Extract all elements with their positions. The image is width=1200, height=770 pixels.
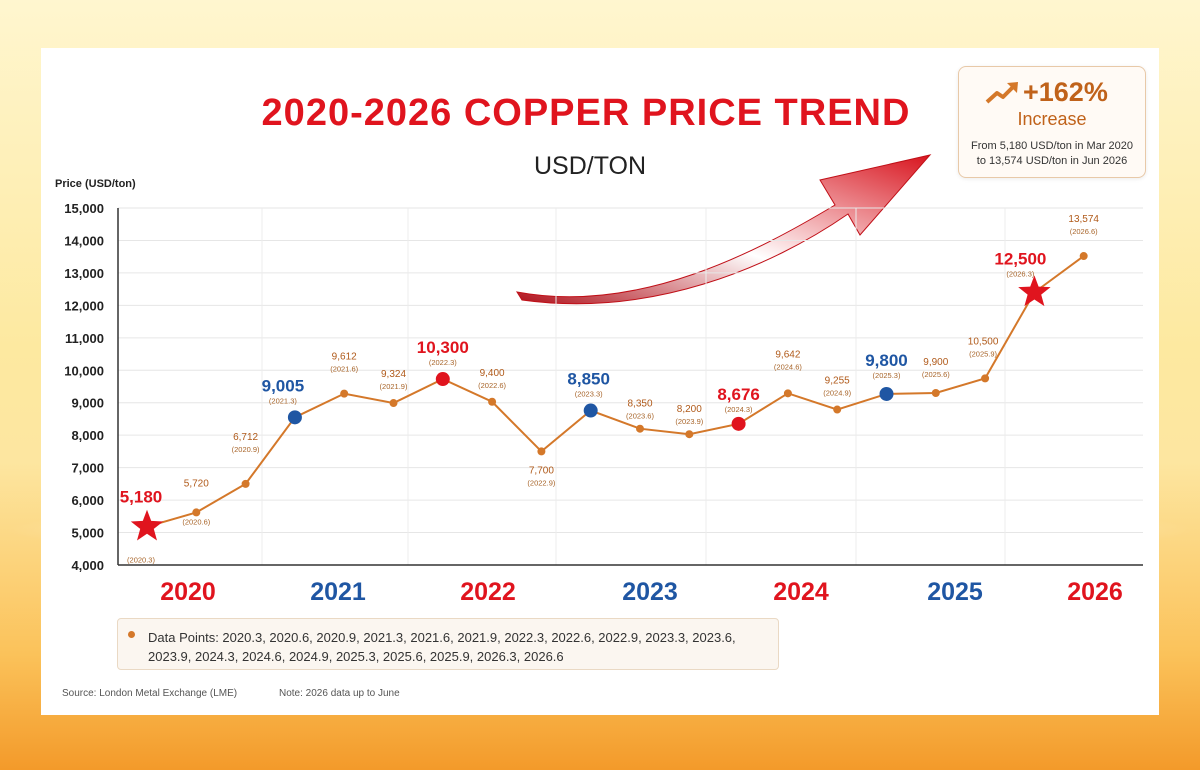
- data-value-label: 9,255: [825, 376, 850, 387]
- data-point: [636, 424, 644, 433]
- y-tick-label: 8,000: [71, 428, 104, 443]
- y-tick-label: 7,000: [71, 461, 104, 476]
- x-year-label: 2023: [622, 578, 678, 606]
- data-date-label: (2020.9): [232, 445, 260, 454]
- data-value-label: 8,200: [677, 404, 702, 415]
- data-point-highlight: [583, 403, 598, 418]
- increase-description: From 5,180 USD/ton in Mar 2020 to 13,574…: [959, 139, 1145, 169]
- page-title: 2020-2026 COPPER PRICE TREND: [261, 92, 911, 134]
- data-note: Note: 2026 data up to June: [279, 688, 400, 699]
- data-date-label: (2026.3): [1006, 269, 1034, 278]
- y-tick-label: 11,000: [65, 331, 104, 346]
- data-point: [931, 388, 940, 397]
- data-point-highlight: [435, 372, 450, 387]
- data-value-label: 8,850: [567, 370, 610, 389]
- data-value-label: 6,712: [233, 432, 258, 443]
- x-year-label: 2025: [927, 578, 983, 606]
- data-date-label: (2025.6): [922, 370, 950, 379]
- x-year-label: 2020: [160, 578, 216, 606]
- data-value-label: 9,642: [775, 349, 800, 360]
- y-axis-label: Price (USD/ton): [55, 178, 136, 190]
- data-value-label: 9,800: [865, 351, 908, 370]
- y-tick-label: 13,000: [64, 266, 104, 281]
- y-tick-label: 14,000: [64, 233, 104, 248]
- increase-percent: +162%: [1023, 77, 1108, 107]
- data-date-label: (2026.6): [1070, 227, 1098, 236]
- data-point-highlight: [287, 410, 302, 425]
- data-value-label: 10,300: [417, 338, 469, 357]
- data-point-highlight: [731, 416, 746, 431]
- data-point: [537, 447, 546, 456]
- data-date-label: (2025.3): [873, 371, 901, 380]
- x-year-label: 2022: [460, 578, 516, 606]
- data-point-star: [1018, 275, 1051, 307]
- data-value-label: 12,500: [994, 249, 1046, 268]
- data-value-label: 9,612: [332, 352, 357, 363]
- data-point: [192, 508, 201, 517]
- y-tick-label: 10,000: [64, 363, 104, 378]
- data-date-label: (2022.9): [527, 478, 555, 487]
- series-line: [146, 255, 1085, 528]
- y-tick-label: 12,000: [64, 298, 104, 313]
- trending-up-arrow-icon: [985, 82, 1018, 104]
- data-value-label: 9,900: [923, 357, 948, 368]
- data-point: [685, 430, 694, 439]
- y-tick-label: 5,000: [71, 526, 104, 541]
- y-tick-label: 9,000: [71, 396, 104, 411]
- data-date-label: (2023.3): [575, 390, 603, 399]
- increase-badge: +162% Increase From 5,180 USD/ton in Mar…: [958, 66, 1146, 178]
- data-date-label: (2023.6): [626, 412, 654, 421]
- data-date-label: (2020.3): [127, 556, 155, 565]
- data-point: [389, 399, 398, 408]
- data-point-star: [130, 509, 164, 541]
- x-year-label: 2024: [773, 578, 829, 606]
- data-point-highlight: [879, 386, 894, 401]
- data-date-label: (2024.9): [823, 389, 851, 398]
- data-date-label: (2021.9): [380, 382, 408, 391]
- data-value-label: 10,500: [968, 336, 999, 347]
- legend: Data Points: 2020.3, 2020.6, 2020.9, 202…: [117, 618, 779, 670]
- source-note: Source: London Metal Exchange (LME): [62, 688, 238, 699]
- legend-text: Data Points: 2020.3, 2020.6, 2020.9, 202…: [148, 630, 736, 664]
- legend-marker-icon: [128, 631, 135, 638]
- data-value-label: 8,350: [627, 399, 652, 410]
- data-point: [783, 389, 792, 398]
- x-year-label: 2021: [310, 578, 366, 606]
- increase-description-line2: to 13,574 USD/ton in Jun 2026: [976, 155, 1128, 167]
- data-value-label: 8,676: [717, 385, 760, 404]
- data-date-label: (2022.6): [478, 381, 506, 390]
- data-date-label: (2022.3): [429, 358, 457, 367]
- data-point: [981, 374, 990, 383]
- data-date-label: (2024.6): [774, 362, 802, 371]
- data-point: [241, 479, 250, 488]
- data-point: [488, 397, 497, 406]
- increase-description-line1: From 5,180 USD/ton in Mar 2020: [970, 140, 1134, 152]
- data-value-label: 5,180: [120, 488, 163, 507]
- data-value-label: 7,700: [529, 465, 554, 476]
- y-tick-label: 15,000: [64, 201, 104, 216]
- increase-label: Increase: [1017, 109, 1087, 129]
- data-value-label: 9,324: [381, 369, 406, 380]
- trend-arrow-icon: [515, 154, 932, 305]
- data-value-label: 9,005: [262, 376, 305, 395]
- data-date-label: (2023.9): [675, 417, 703, 426]
- data-date-label: (2025.9): [969, 349, 997, 358]
- data-date-label: (2024.3): [725, 405, 753, 414]
- x-year-label: 2026: [1067, 578, 1123, 606]
- data-date-label: (2020.6): [182, 517, 210, 526]
- data-date-label: (2021.3): [269, 396, 297, 405]
- data-value-label: 13,574: [1068, 214, 1099, 225]
- data-date-label: (2021.6): [330, 365, 358, 374]
- data-point: [833, 405, 842, 414]
- data-value-label: 5,720: [184, 478, 209, 489]
- y-tick-label: 4,000: [71, 558, 104, 573]
- data-point: [1079, 252, 1088, 261]
- y-tick-label: 6,000: [71, 493, 104, 508]
- data-value-label: 9,400: [480, 368, 505, 379]
- data-point: [340, 389, 349, 398]
- chart-subtitle: USD/TON: [533, 152, 647, 180]
